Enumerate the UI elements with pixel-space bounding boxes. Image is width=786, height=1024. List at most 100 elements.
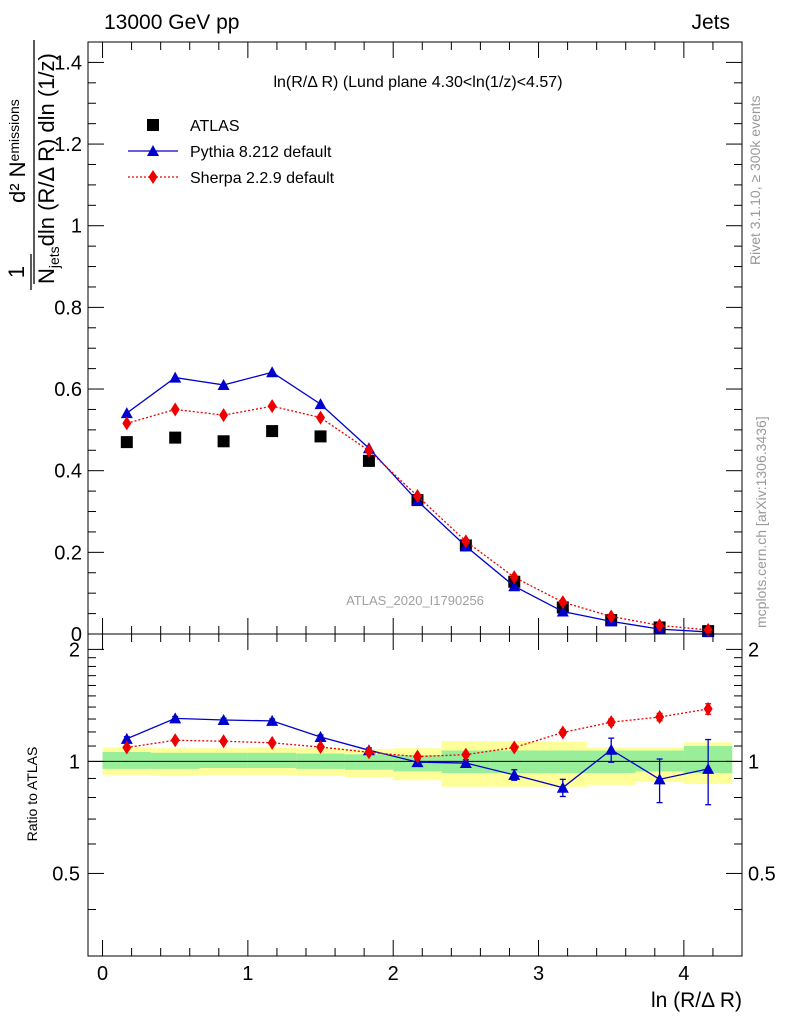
ratio-axis-ticks: 0.5 0.5 1 1 2 2 0 1 2 3 4 [52,634,776,985]
main-series-layer [120,366,715,638]
legend-marker [147,119,159,131]
band-inner [150,752,200,769]
ratio-data-point [267,735,277,750]
main-y-tick-label: 0.4 [54,461,82,483]
main-data-point [219,408,229,423]
ratio-data-point [122,740,132,755]
ratio-data-point [316,740,326,755]
main-y-tick-label: 0 [71,624,82,646]
main-data-point [558,595,568,610]
main-data-point [217,435,230,448]
legend-marker [148,170,158,184]
main-data-point [122,416,132,431]
main-data-point [362,454,375,467]
y-label-numerator: d² Nemissions [5,99,30,203]
ratio-series-layer [120,701,715,806]
main-data-point [556,605,569,617]
ratio-data-point [702,762,715,774]
main-data-point [364,443,374,458]
ratio-data-point [653,773,666,785]
main-data-point [170,402,180,417]
main-data-point [606,609,616,624]
ratio-data-point [605,743,618,755]
main-y-axis-label: 1 d² Nemissions Njetsdln (R/Δ R) dln (1/… [4,40,62,290]
ratio-data-point [314,731,327,743]
main-data-point [314,430,327,443]
y-label-denominator: Njetsdln (R/Δ R) dln (1/z) [34,53,62,284]
main-data-point [509,570,519,585]
analysis-watermark: ATLAS_2020_I1790256 [346,593,484,608]
main-y-tick-label: 1.2 [54,134,82,156]
ratio-data-point [606,715,616,730]
main-data-point [120,407,133,419]
ratio-data-point [120,732,133,744]
ratio-data-point [556,781,569,793]
main-data-point [703,622,713,637]
ratio-y-tick-label-right: 0.5 [748,863,776,885]
legend-label: Sherpa 2.2.9 default [190,170,335,187]
ratio-y-tick-label-left: 2 [69,639,80,661]
ratio-data-point [655,710,665,725]
y-label-one: 1 [4,266,29,278]
process-label: Jets [691,11,730,34]
band-inner [102,752,151,769]
main-data-point [508,580,521,592]
mcplots-reference-label: mcplots.cern.ch [arXiv:1306.3436] [753,416,769,628]
main-data-point [120,436,133,449]
ratio-y-tick-label-left: 0.5 [52,863,80,885]
ratio-y-axis-label: Ratio to ATLAS [24,747,40,842]
ratio-data-point [219,734,229,749]
band-inner [344,754,394,770]
main-data-point [266,425,279,438]
main-data-point [169,431,182,444]
main-frame [87,41,743,635]
ratio-y-tick-label-right: 2 [748,639,759,661]
main-data-point [461,534,471,549]
legend-label: Pythia 8.212 default [190,144,332,161]
main-data-point [266,366,279,378]
main-data-point [267,399,277,414]
legend-marker [147,145,159,156]
ratio-data-point [509,740,519,755]
main-data-point [217,378,230,390]
ratio-panel: 0.5 0.5 1 1 2 2 0 1 2 3 4 [52,633,776,985]
ratio-data-point [558,725,568,740]
band-inner [199,752,248,769]
main-data-point [412,489,422,504]
main-y-tick-label: 1.4 [54,52,82,74]
ratio-data-point [412,749,422,764]
ratio-frame [87,633,743,957]
ratio-data-point [266,714,279,726]
main-axis-ticks: 0 0.2 0.4 0.6 0.8 1 1.2 1.4 [54,41,742,646]
plot-title: ln(R/Δ R) (Lund plane 4.30<ln(1/z)<4.57) [273,74,562,91]
main-data-point [314,398,327,410]
main-panel: 0 0.2 0.4 0.6 0.8 1 1.2 1.4 [54,41,743,646]
main-data-point [169,371,182,383]
legend: ATLAS Pythia 8.212 default Sherpa 2.2.9 de… [128,118,335,187]
ratio-data-point [364,745,374,760]
main-y-tick-label: 1 [71,216,82,238]
main-y-tick-label: 0.6 [54,379,82,401]
main-y-tick-label: 0.8 [54,297,82,319]
rivet-version-label: Rivet 3.1.10, ≥ 300k events [747,95,763,265]
x-tick-label: 0 [97,963,108,985]
ratio-data-point [169,712,182,724]
main-data-point [655,618,665,633]
ratio-y-tick-label-left: 1 [69,751,80,773]
energy-label: 13000 GeV pp [104,11,239,34]
x-tick-label: 4 [678,963,689,985]
ratio-data-point [170,733,180,748]
x-tick-label: 2 [388,963,399,985]
ratio-data-point [508,768,521,780]
x-axis-label: ln (R/Δ R) [651,989,742,1012]
main-data-point [316,410,326,425]
band-inner [247,752,297,769]
legend-label: ATLAS [190,118,240,135]
ratio-data-point [217,714,230,726]
ratio-data-point [703,701,713,716]
x-tick-label: 3 [533,963,544,985]
ratio-data-point [461,747,471,762]
main-y-tick-label: 0.2 [54,542,82,564]
x-tick-label: 1 [242,963,253,985]
